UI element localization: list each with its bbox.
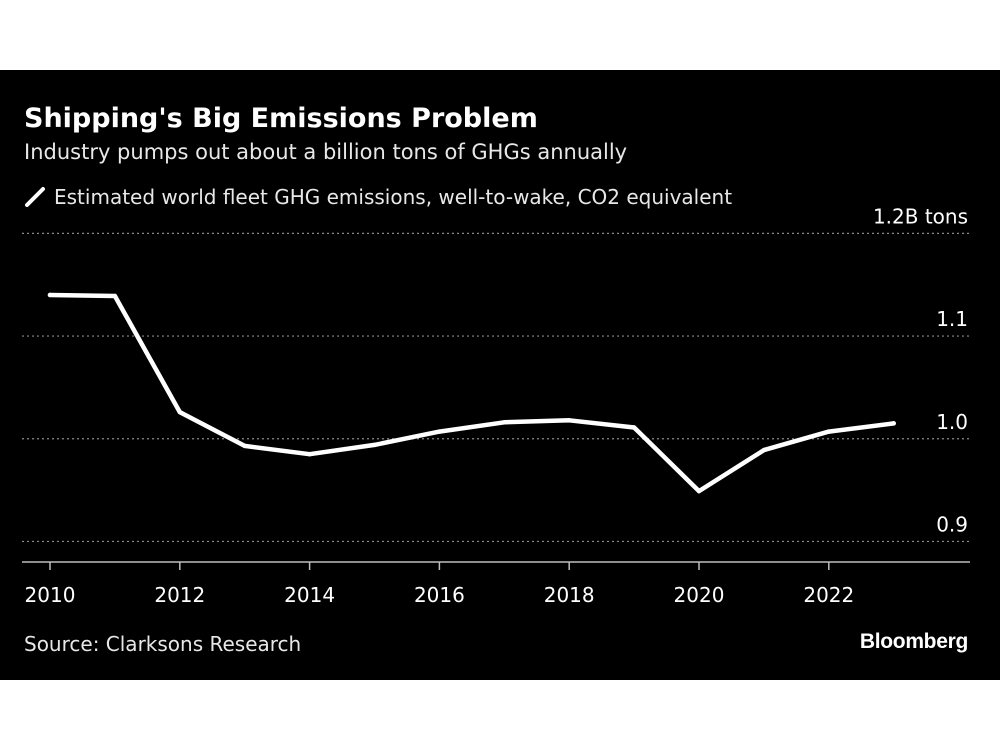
data-point xyxy=(112,293,118,299)
data-point xyxy=(761,447,767,453)
x-tick-label: 2018 xyxy=(544,583,595,607)
data-point xyxy=(891,421,896,426)
data-point xyxy=(372,442,377,448)
source-note: Source: Clarksons Research xyxy=(24,632,302,656)
y-tick-label: 0.9 xyxy=(936,512,968,536)
bloomberg-logo: Bloomberg xyxy=(859,630,968,653)
x-tick-label: 2020 xyxy=(674,583,725,607)
data-point xyxy=(177,409,182,415)
data-point xyxy=(631,425,637,430)
legend-label: Estimated world fleet GHG emissions, wel… xyxy=(54,185,733,209)
y-tick-label: 1.0 xyxy=(936,410,968,434)
data-point xyxy=(47,292,53,298)
data-point xyxy=(242,443,247,449)
chart-subtitle: Industry pumps out about a billion tons … xyxy=(24,140,628,164)
x-tick-label: 2012 xyxy=(154,583,205,607)
emissions-series-line xyxy=(47,292,896,494)
x-tick-label: 2022 xyxy=(803,583,854,607)
data-point xyxy=(502,420,507,425)
data-point xyxy=(307,451,312,457)
data-point xyxy=(696,488,702,494)
x-tick-label: 2014 xyxy=(284,583,335,607)
line-chart: 1.2B tons 1.1 1.0 0.9 2010 2012 2014 2016 2018 20… xyxy=(22,204,970,607)
x-tick-label: 2016 xyxy=(414,583,465,607)
legend-line-icon xyxy=(25,187,45,207)
y-tick-label: 1.1 xyxy=(936,307,968,331)
data-point xyxy=(567,418,572,423)
chart-card: Shipping's Big Emissions Problem Industr… xyxy=(0,70,1000,680)
data-point xyxy=(437,429,442,434)
data-point xyxy=(826,429,831,434)
x-tick-label: 2010 xyxy=(25,583,76,607)
y-tick-label: 1.2B tons xyxy=(873,204,968,228)
legend: Estimated world fleet GHG emissions, wel… xyxy=(24,182,732,212)
chart-title: Shipping's Big Emissions Problem xyxy=(24,103,538,134)
